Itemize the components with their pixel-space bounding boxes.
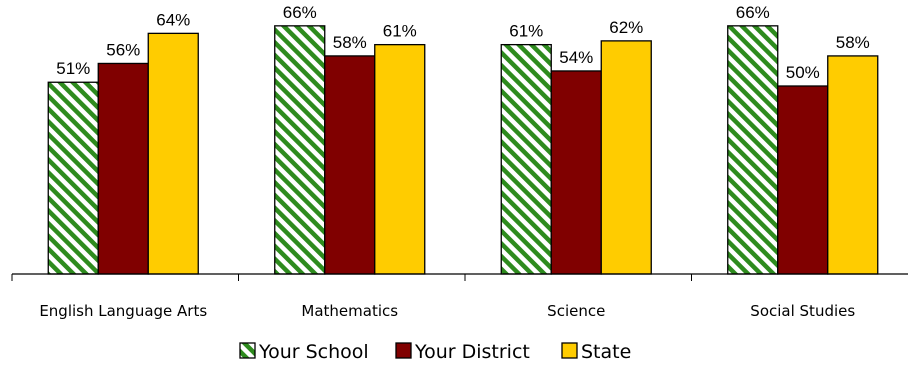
bar-state-mathematics: [374, 43, 426, 275]
bar-state-science: [600, 40, 652, 275]
value-label-your-school-english-language-arts: 51%: [56, 59, 90, 78]
legend-swatch-your-district: [395, 342, 412, 359]
value-label-your-district-english-language-arts: 56%: [106, 40, 140, 59]
category-label-mathematics: Mathematics: [301, 302, 398, 320]
bar-your-district-social-studies: [777, 85, 829, 275]
value-label-your-district-social-studies: 50%: [786, 63, 820, 82]
legend-label-state: State: [581, 341, 631, 363]
bar-state-english-language-arts: [147, 32, 199, 275]
legend-swatch-your-school: [239, 342, 256, 359]
value-label-your-district-mathematics: 58%: [333, 33, 367, 52]
bar-your-school-science: [500, 43, 552, 275]
value-label-your-school-social-studies: 66%: [736, 3, 770, 22]
bar-your-school-social-studies: [727, 25, 779, 275]
value-label-your-school-mathematics: 66%: [283, 3, 317, 22]
legend-label-your-district: Your District: [414, 341, 530, 363]
value-label-your-district-science: 54%: [559, 48, 593, 67]
value-label-state-science: 62%: [609, 18, 643, 37]
bar-state-social-studies: [827, 55, 879, 275]
bar-your-school-mathematics: [274, 25, 326, 275]
category-label-social-studies: Social Studies: [750, 302, 855, 320]
category-labels-group: English Language Arts Mathematics Science S…: [39, 302, 855, 320]
value-label-state-social-studies: 58%: [836, 33, 870, 52]
value-label-state-mathematics: 61%: [383, 22, 417, 41]
legend: Your School Your District State: [239, 341, 631, 363]
x-axis: [11, 273, 908, 281]
category-label-science: Science: [547, 302, 605, 320]
value-labels-group: 51% 56% 64% 66% 58% 61% 61% 54% 62% 66% 50% 58%: [56, 3, 870, 82]
value-label-state-english-language-arts: 64%: [156, 10, 190, 29]
bar-your-district-mathematics: [324, 55, 376, 275]
bar-your-district-science: [550, 70, 602, 275]
legend-swatch-state: [561, 342, 578, 359]
value-label-your-school-science: 61%: [509, 22, 543, 41]
bar-your-district-english-language-arts: [97, 62, 149, 275]
category-label-english-language-arts: English Language Arts: [39, 302, 207, 320]
legend-label-your-school: Your School: [258, 341, 369, 363]
bars-group: [47, 25, 879, 275]
bar-your-school-english-language-arts: [47, 81, 99, 275]
